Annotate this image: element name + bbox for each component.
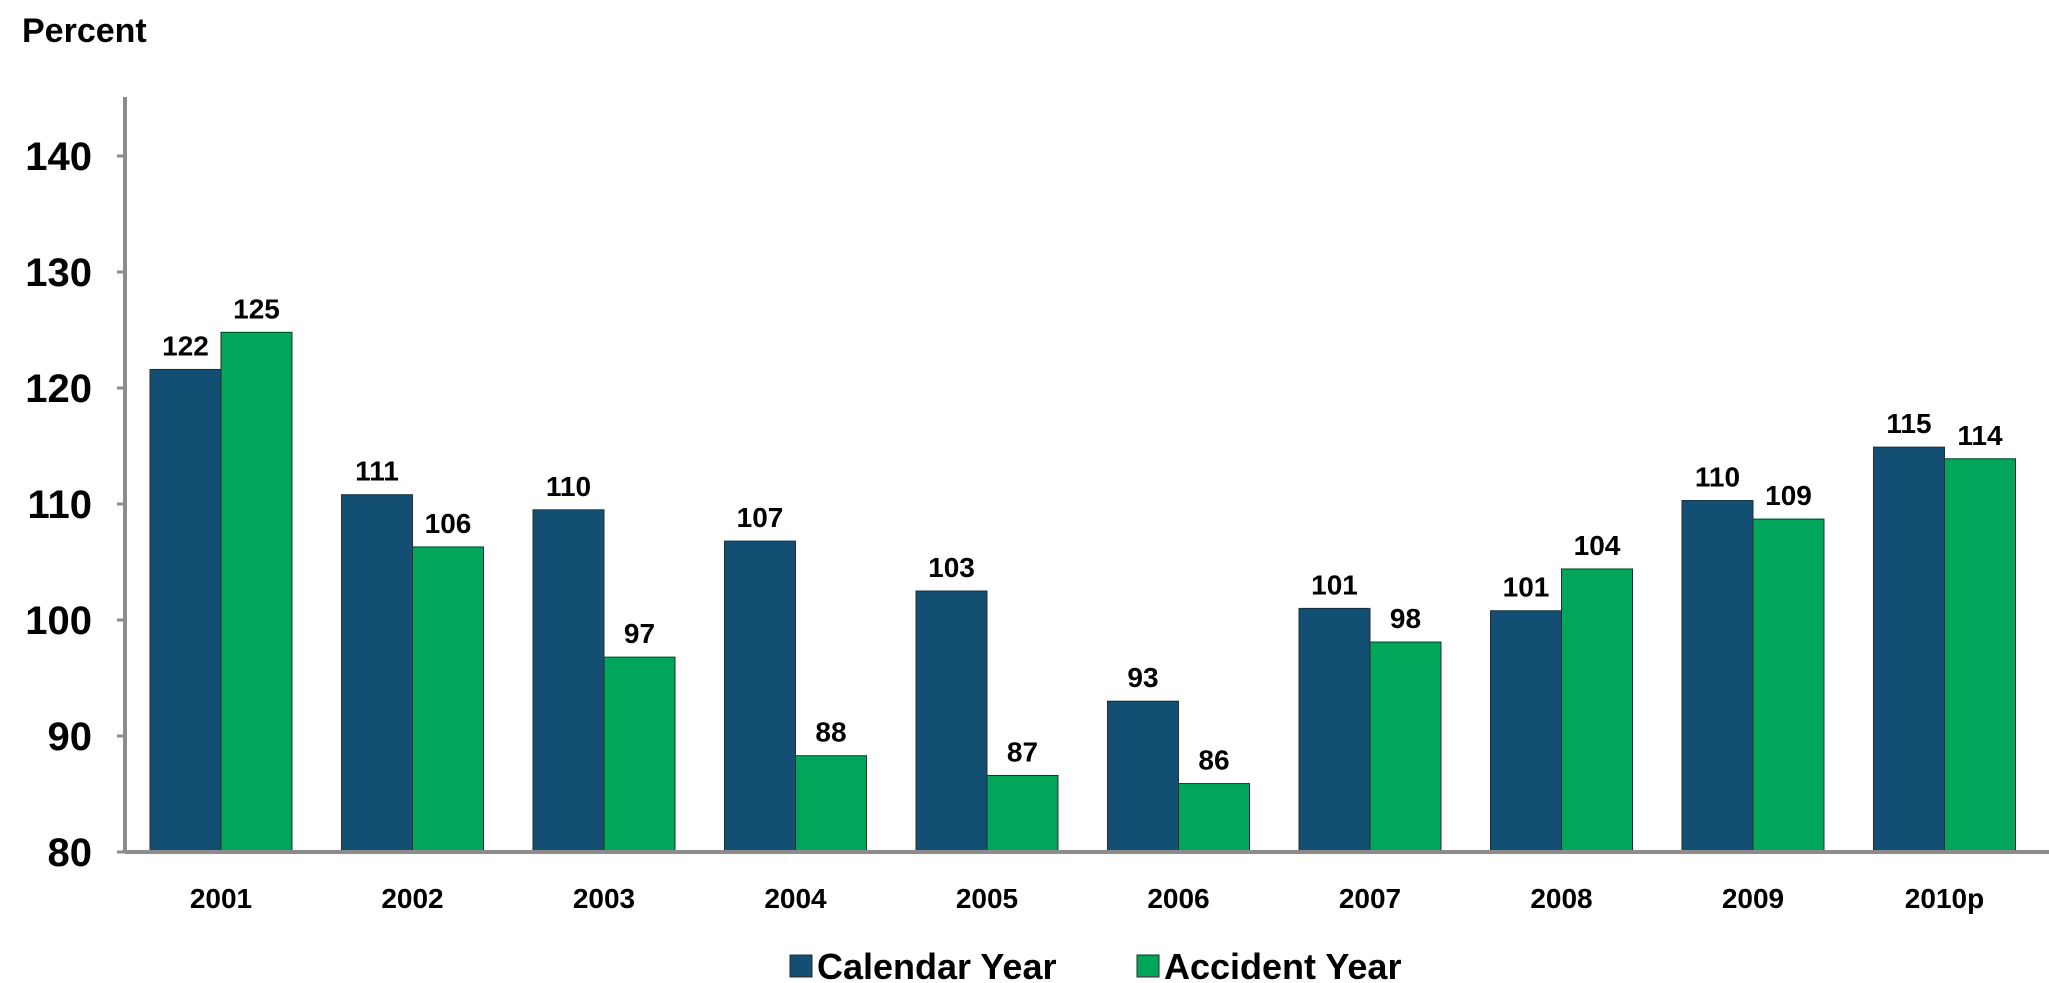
bar-calendar-year xyxy=(1490,610,1562,853)
y-tick-label: 90 xyxy=(48,715,93,759)
data-label: 87 xyxy=(1007,736,1038,767)
legend-swatch xyxy=(1136,954,1160,978)
data-label: 110 xyxy=(1695,462,1740,493)
data-label: 103 xyxy=(928,552,975,583)
x-tick-label: 2009 xyxy=(1722,883,1784,914)
data-label: 101 xyxy=(1503,572,1550,603)
data-label: 109 xyxy=(1765,480,1812,511)
y-tick-label: 140 xyxy=(25,135,92,179)
data-label: 111 xyxy=(355,456,399,487)
x-tick-label: 2001 xyxy=(190,883,252,914)
data-label: 114 xyxy=(1957,420,2003,451)
bar-accident-year xyxy=(603,656,676,853)
x-tick-label: 2007 xyxy=(1339,883,1401,914)
x-axis: 2001 2002 2003 2004 2005 2006 2007 2008 2009 2010… xyxy=(125,850,2049,914)
data-label: 125 xyxy=(233,293,280,324)
x-tick-label: 2002 xyxy=(381,883,443,914)
bar-accident-year xyxy=(795,755,867,853)
y-tick-label: 80 xyxy=(48,831,93,875)
bar-calendar-year xyxy=(915,590,988,853)
bar-calendar-year xyxy=(1873,446,1945,853)
bar-calendar-year xyxy=(149,368,222,853)
x-tick-label: 2006 xyxy=(1147,883,1209,914)
data-label: 88 xyxy=(815,717,846,748)
bar-accident-year xyxy=(1561,568,1633,853)
legend-swatch xyxy=(789,954,813,978)
data-label: 104 xyxy=(1574,530,1621,561)
bar-calendar-year xyxy=(1681,500,1754,853)
x-tick-label: 2008 xyxy=(1530,883,1592,914)
bar-calendar-year xyxy=(724,540,796,853)
data-label: 101 xyxy=(1311,569,1358,600)
y-axis: 80 90 100 110 120 130 140 xyxy=(25,97,127,875)
bar-calendar-year xyxy=(1298,607,1371,853)
data-label: 110 xyxy=(546,471,591,502)
data-label: 86 xyxy=(1198,745,1229,776)
bar-calendar-year xyxy=(532,509,605,853)
legend-label: Calendar Year xyxy=(817,946,1056,983)
bar-accident-year xyxy=(1369,641,1442,853)
data-label: 106 xyxy=(425,508,472,539)
bar-accident-year xyxy=(220,331,293,853)
bar-accident-year xyxy=(1178,783,1250,853)
data-label: 115 xyxy=(1886,408,1931,439)
data-label: 122 xyxy=(162,330,209,361)
data-label: 98 xyxy=(1390,603,1421,634)
bars xyxy=(149,331,2016,853)
x-tick-label: 2005 xyxy=(956,883,1018,914)
y-tick-label: 120 xyxy=(25,367,92,411)
y-tick-label: 100 xyxy=(25,599,92,643)
bar-calendar-year xyxy=(341,494,413,853)
y-tick-label: 130 xyxy=(25,251,92,295)
x-tick-label: 2010p xyxy=(1905,883,1984,914)
bar-accident-year xyxy=(1752,518,1825,853)
legend: Calendar Year Accident Year xyxy=(789,946,1401,983)
bar-accident-year xyxy=(1944,458,2016,853)
bar-accident-year xyxy=(412,546,484,853)
legend-label: Accident Year xyxy=(1164,946,1401,983)
data-label: 93 xyxy=(1127,662,1158,693)
y-tick-label: 110 xyxy=(27,483,92,527)
x-tick-label: 2003 xyxy=(573,883,635,914)
bar-accident-year xyxy=(986,774,1059,853)
data-label: 97 xyxy=(624,618,655,649)
y-axis-title: Percent xyxy=(22,12,147,50)
x-tick-label: 2004 xyxy=(764,883,827,914)
data-label: 107 xyxy=(737,502,784,533)
data-labels: 122 125 111 106 110 97 107 88 103 87 93 86 101 98 101 1… xyxy=(162,293,2003,775)
bar-calendar-year xyxy=(1107,700,1179,853)
